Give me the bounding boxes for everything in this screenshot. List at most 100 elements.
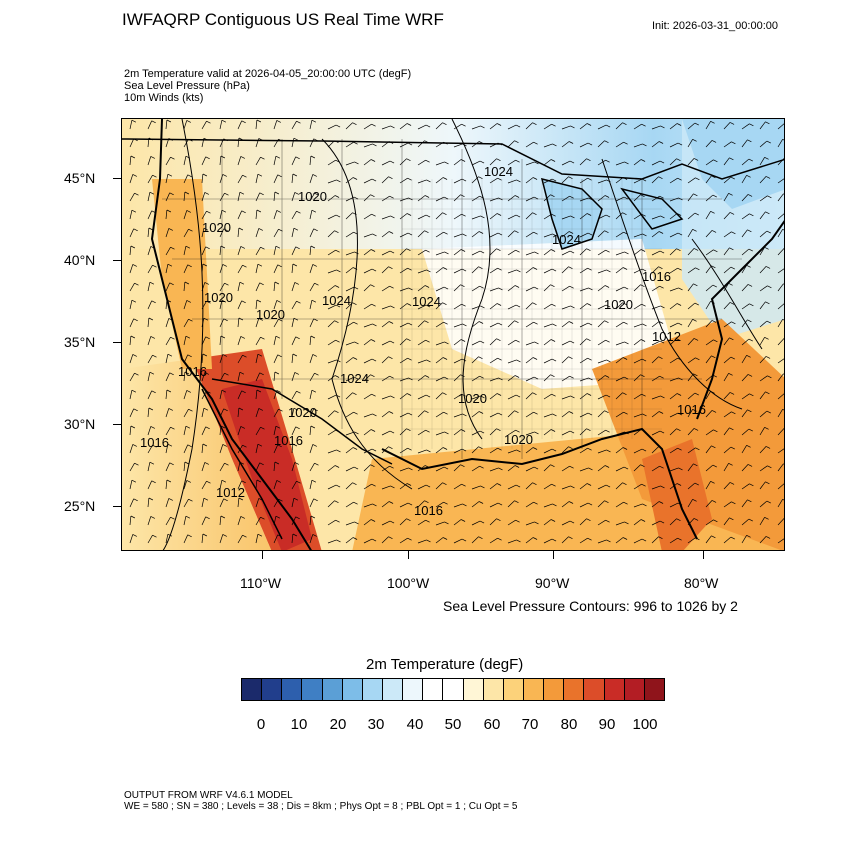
wind-barb-flag	[406, 123, 412, 126]
wind-barb	[777, 229, 783, 238]
wind-barb-flag	[533, 196, 539, 200]
wind-barb-flag	[516, 359, 521, 363]
wind-barb	[579, 248, 587, 256]
wind-barb-flag	[693, 158, 699, 161]
wind-barb	[561, 465, 570, 472]
wind-barb	[705, 374, 714, 382]
colorbar-swatch	[302, 679, 323, 700]
wind-barb	[525, 177, 534, 184]
wind-barb	[201, 426, 207, 436]
wind-barb	[525, 537, 534, 544]
wind-barb	[363, 464, 371, 472]
wind-barb	[165, 119, 168, 130]
wind-barb-flag	[258, 498, 263, 501]
wind-barb	[129, 335, 132, 346]
wind-barb-flag	[292, 173, 298, 177]
wind-barb	[363, 213, 372, 220]
lat-label-45: 45°N	[64, 170, 96, 186]
wind-barb	[759, 375, 768, 382]
wind-barb-flag	[586, 338, 591, 342]
wind-barb	[399, 158, 407, 166]
wind-barb	[363, 143, 373, 148]
wind-barb-flag	[497, 322, 503, 326]
wind-barb	[525, 122, 533, 130]
wind-barb	[507, 304, 517, 310]
wind-barb	[633, 429, 642, 436]
wind-barb-flag	[238, 497, 244, 501]
wind-barb-flag	[370, 284, 375, 288]
wind-barb	[525, 466, 535, 472]
wind-barb	[741, 175, 747, 184]
wind-barb	[723, 321, 732, 328]
temperature-field-cold-core	[682, 119, 784, 209]
wind-barb-flag	[185, 515, 191, 519]
wind-barb-flag	[152, 174, 157, 178]
wind-barb-flag	[551, 358, 557, 362]
wind-barb-flag	[310, 155, 316, 159]
wind-barb-flag	[406, 338, 411, 342]
wind-barb-flag	[408, 197, 413, 201]
wind-barb	[237, 336, 242, 346]
wind-barb	[777, 463, 784, 472]
wind-barb	[129, 245, 132, 256]
wind-barb	[471, 215, 481, 220]
wind-barb-flag	[676, 393, 682, 396]
wind-barb	[633, 303, 642, 310]
wind-barb	[399, 322, 409, 328]
wind-barb-flag	[570, 215, 575, 219]
wind-barb-flag	[187, 444, 192, 448]
colorbar-swatch	[403, 679, 424, 700]
wind-barb	[381, 430, 391, 436]
wind-barb	[201, 516, 207, 526]
wind-barb	[273, 371, 276, 382]
wind-barb-flag	[186, 390, 191, 393]
wind-barb	[255, 264, 259, 274]
wind-barb	[777, 409, 783, 418]
wind-barb	[615, 267, 624, 274]
wind-barb	[183, 174, 189, 184]
wind-barb-flag	[294, 192, 299, 195]
wind-barb	[165, 282, 171, 292]
wind-barb	[327, 484, 337, 490]
wind-barb	[273, 319, 279, 328]
wind-barb-flag	[354, 161, 359, 165]
wind-barb	[219, 390, 223, 400]
wind-barb	[615, 251, 625, 256]
wind-barb	[345, 411, 354, 418]
wind-barb-flag	[260, 516, 265, 520]
wind-barb	[471, 395, 481, 400]
wind-barb	[759, 427, 765, 436]
wind-barb	[381, 285, 390, 292]
wind-barb-flag	[676, 303, 682, 306]
wind-barb-flag	[166, 479, 172, 483]
wind-barb-flag	[462, 143, 467, 147]
wind-barb	[489, 232, 499, 238]
wind-barb	[399, 213, 408, 220]
wind-barb-flag	[352, 302, 357, 306]
wind-barb	[651, 395, 661, 400]
wind-barb-flag	[587, 357, 592, 361]
wind-barb	[183, 354, 189, 364]
wind-barb	[687, 373, 694, 382]
wind-barb-flag	[692, 228, 697, 232]
wind-barb-flag	[568, 321, 574, 324]
wind-barb-flag	[692, 318, 697, 322]
wind-barb-flag	[460, 339, 466, 342]
wind-barb-flag	[480, 215, 485, 219]
wind-barb	[399, 232, 409, 238]
wind-barb	[399, 287, 409, 292]
wind-barb-flag	[461, 483, 466, 487]
wind-barb-flag	[532, 122, 537, 126]
wind-barb	[219, 174, 224, 184]
wind-barb-flag	[204, 372, 209, 375]
wind-barb-flag	[605, 124, 611, 128]
wind-barb	[417, 484, 427, 490]
wind-barb	[471, 160, 481, 166]
wind-barb	[417, 339, 426, 346]
wind-barb	[759, 517, 765, 526]
wind-barb-flag	[260, 336, 265, 340]
wind-barb-flag	[623, 321, 628, 325]
wind-barb	[327, 285, 336, 292]
pressure-label: 1024	[412, 294, 441, 309]
wind-barb	[579, 177, 588, 184]
